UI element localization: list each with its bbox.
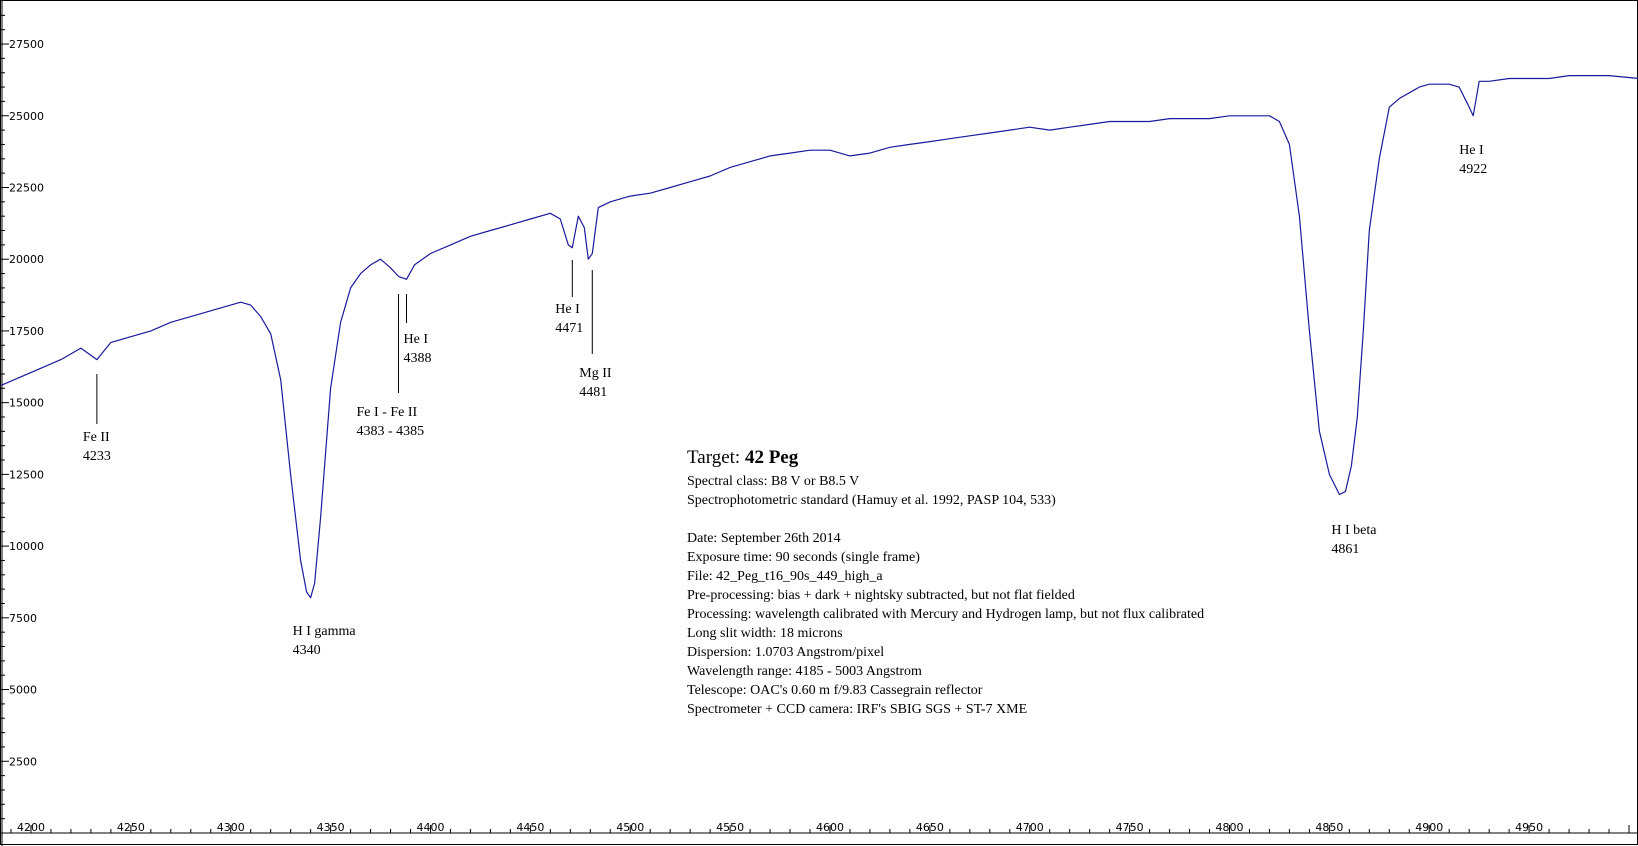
y-tick-label: 25000: [9, 110, 44, 123]
annotation-wavelength: 4383 - 4385: [357, 424, 425, 439]
y-tick-label: 27500: [9, 38, 44, 51]
target-prefix: Target:: [687, 447, 745, 468]
x-tick-label: 4450: [516, 821, 544, 834]
x-tick-label: 4250: [117, 821, 145, 834]
x-tick-label: 4650: [916, 821, 944, 834]
info-line: Long slit width: 18 microns: [687, 626, 843, 641]
annotation-wavelength: 4388: [404, 351, 432, 366]
annotation-name: He I: [555, 302, 580, 317]
annotation-name: He I: [1459, 143, 1484, 158]
y-tick-label: 7500: [9, 612, 37, 625]
line-annotation: He I 4922: [1459, 143, 1487, 177]
info-lines: Spectral class: B8 V or B8.5 V Spectropho…: [687, 472, 1204, 719]
info-line: Telescope: OAC's 0.60 m f/9.83 Cassegrai…: [687, 683, 983, 698]
info-line: Dispersion: 1.0703 Angstrom/pixel: [687, 645, 885, 660]
x-tick-label: 4700: [1016, 821, 1044, 834]
line-annotation: H I beta 4861: [1331, 523, 1377, 557]
y-tick-label: 17500: [9, 325, 44, 338]
x-tick-label: 4300: [217, 821, 245, 834]
x-tick-label: 4600: [816, 821, 844, 834]
x-tick-label: 4850: [1315, 821, 1343, 834]
series: [1, 75, 1638, 599]
annotation-wavelength: 4471: [555, 321, 583, 336]
ticks: 2500 5000 7500 10000 12500 15000 17500 20000 225…: [1, 14, 1630, 834]
annotation-name: H I gamma: [293, 624, 357, 639]
annotation-name: Fe II: [83, 430, 110, 445]
x-tick-label: 4800: [1216, 821, 1244, 834]
x-tick-label: 4950: [1515, 821, 1543, 834]
annotations: Fe II 4233 H I gamma 4340 Fe I - Fe II 4383 -…: [83, 143, 1487, 658]
y-tick-label: 15000: [9, 397, 44, 410]
x-tick-label: 4200: [17, 821, 45, 834]
info-line: Spectrometer + CCD camera: IRF's SBIG SG…: [687, 702, 1028, 717]
y-tick-label: 5000: [9, 684, 37, 697]
annotation-name: Mg II: [579, 366, 612, 381]
info-line: Date: September 26th 2014: [687, 531, 841, 546]
y-tick-label: 2500: [9, 755, 37, 768]
annotation-name: Fe I - Fe II: [357, 405, 418, 420]
x-tick-label: 4350: [317, 821, 345, 834]
annotation-wavelength: 4861: [1331, 542, 1359, 557]
spectrum-line: [1, 75, 1638, 599]
x-tick-label: 4550: [716, 821, 744, 834]
x-tick-label: 4900: [1415, 821, 1443, 834]
target-title: Target: 42 Peg: [687, 446, 1204, 470]
info-line: Wavelength range: 4185 - 5003 Angstrom: [687, 664, 922, 679]
line-annotation: He I 4388: [404, 294, 432, 366]
line-annotation: H I gamma 4340: [293, 624, 357, 658]
y-tick-label: 12500: [9, 468, 44, 481]
info-line: Pre-processing: bias + dark + nightsky s…: [687, 588, 1075, 603]
y-tick-label: 10000: [9, 540, 44, 553]
annotation-wavelength: 4922: [1459, 162, 1487, 177]
x-tick-label: 4500: [616, 821, 644, 834]
annotation-wavelength: 4233: [83, 449, 111, 464]
line-annotation: Fe II 4233: [83, 374, 111, 464]
y-tick-label: 22500: [9, 181, 44, 194]
info-line: Processing: wavelength calibrated with M…: [687, 607, 1205, 622]
y-tick-label: 20000: [9, 253, 44, 266]
x-tick-label: 4750: [1116, 821, 1144, 834]
line-annotation: Mg II 4481: [579, 270, 612, 400]
info-spacer: [687, 510, 1204, 529]
info-line: Spectrophotometric standard (Hamuy et al…: [687, 493, 1056, 508]
target-name: 42 Peg: [744, 447, 799, 468]
x-tick-label: 4400: [416, 821, 444, 834]
annotation-wavelength: 4481: [579, 385, 607, 400]
annotation-name: H I beta: [1331, 523, 1377, 538]
info-line: Exposure time: 90 seconds (single frame): [687, 550, 920, 565]
info-line: Spectral class: B8 V or B8.5 V: [687, 474, 860, 489]
line-annotation: He I 4471: [555, 260, 583, 336]
annotation-wavelength: 4340: [293, 643, 321, 658]
annotation-name: He I: [404, 332, 429, 347]
info-panel: Target: 42 Peg Spectral class: B8 V or B…: [687, 446, 1204, 719]
info-line: File: 42_Peg_t16_90s_449_high_a: [687, 569, 883, 584]
line-annotation: Fe I - Fe II 4383 - 4385: [357, 294, 425, 439]
